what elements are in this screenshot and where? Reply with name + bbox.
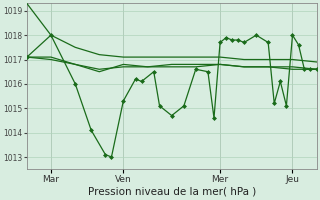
X-axis label: Pression niveau de la mer( hPa ): Pression niveau de la mer( hPa ) (88, 187, 256, 197)
